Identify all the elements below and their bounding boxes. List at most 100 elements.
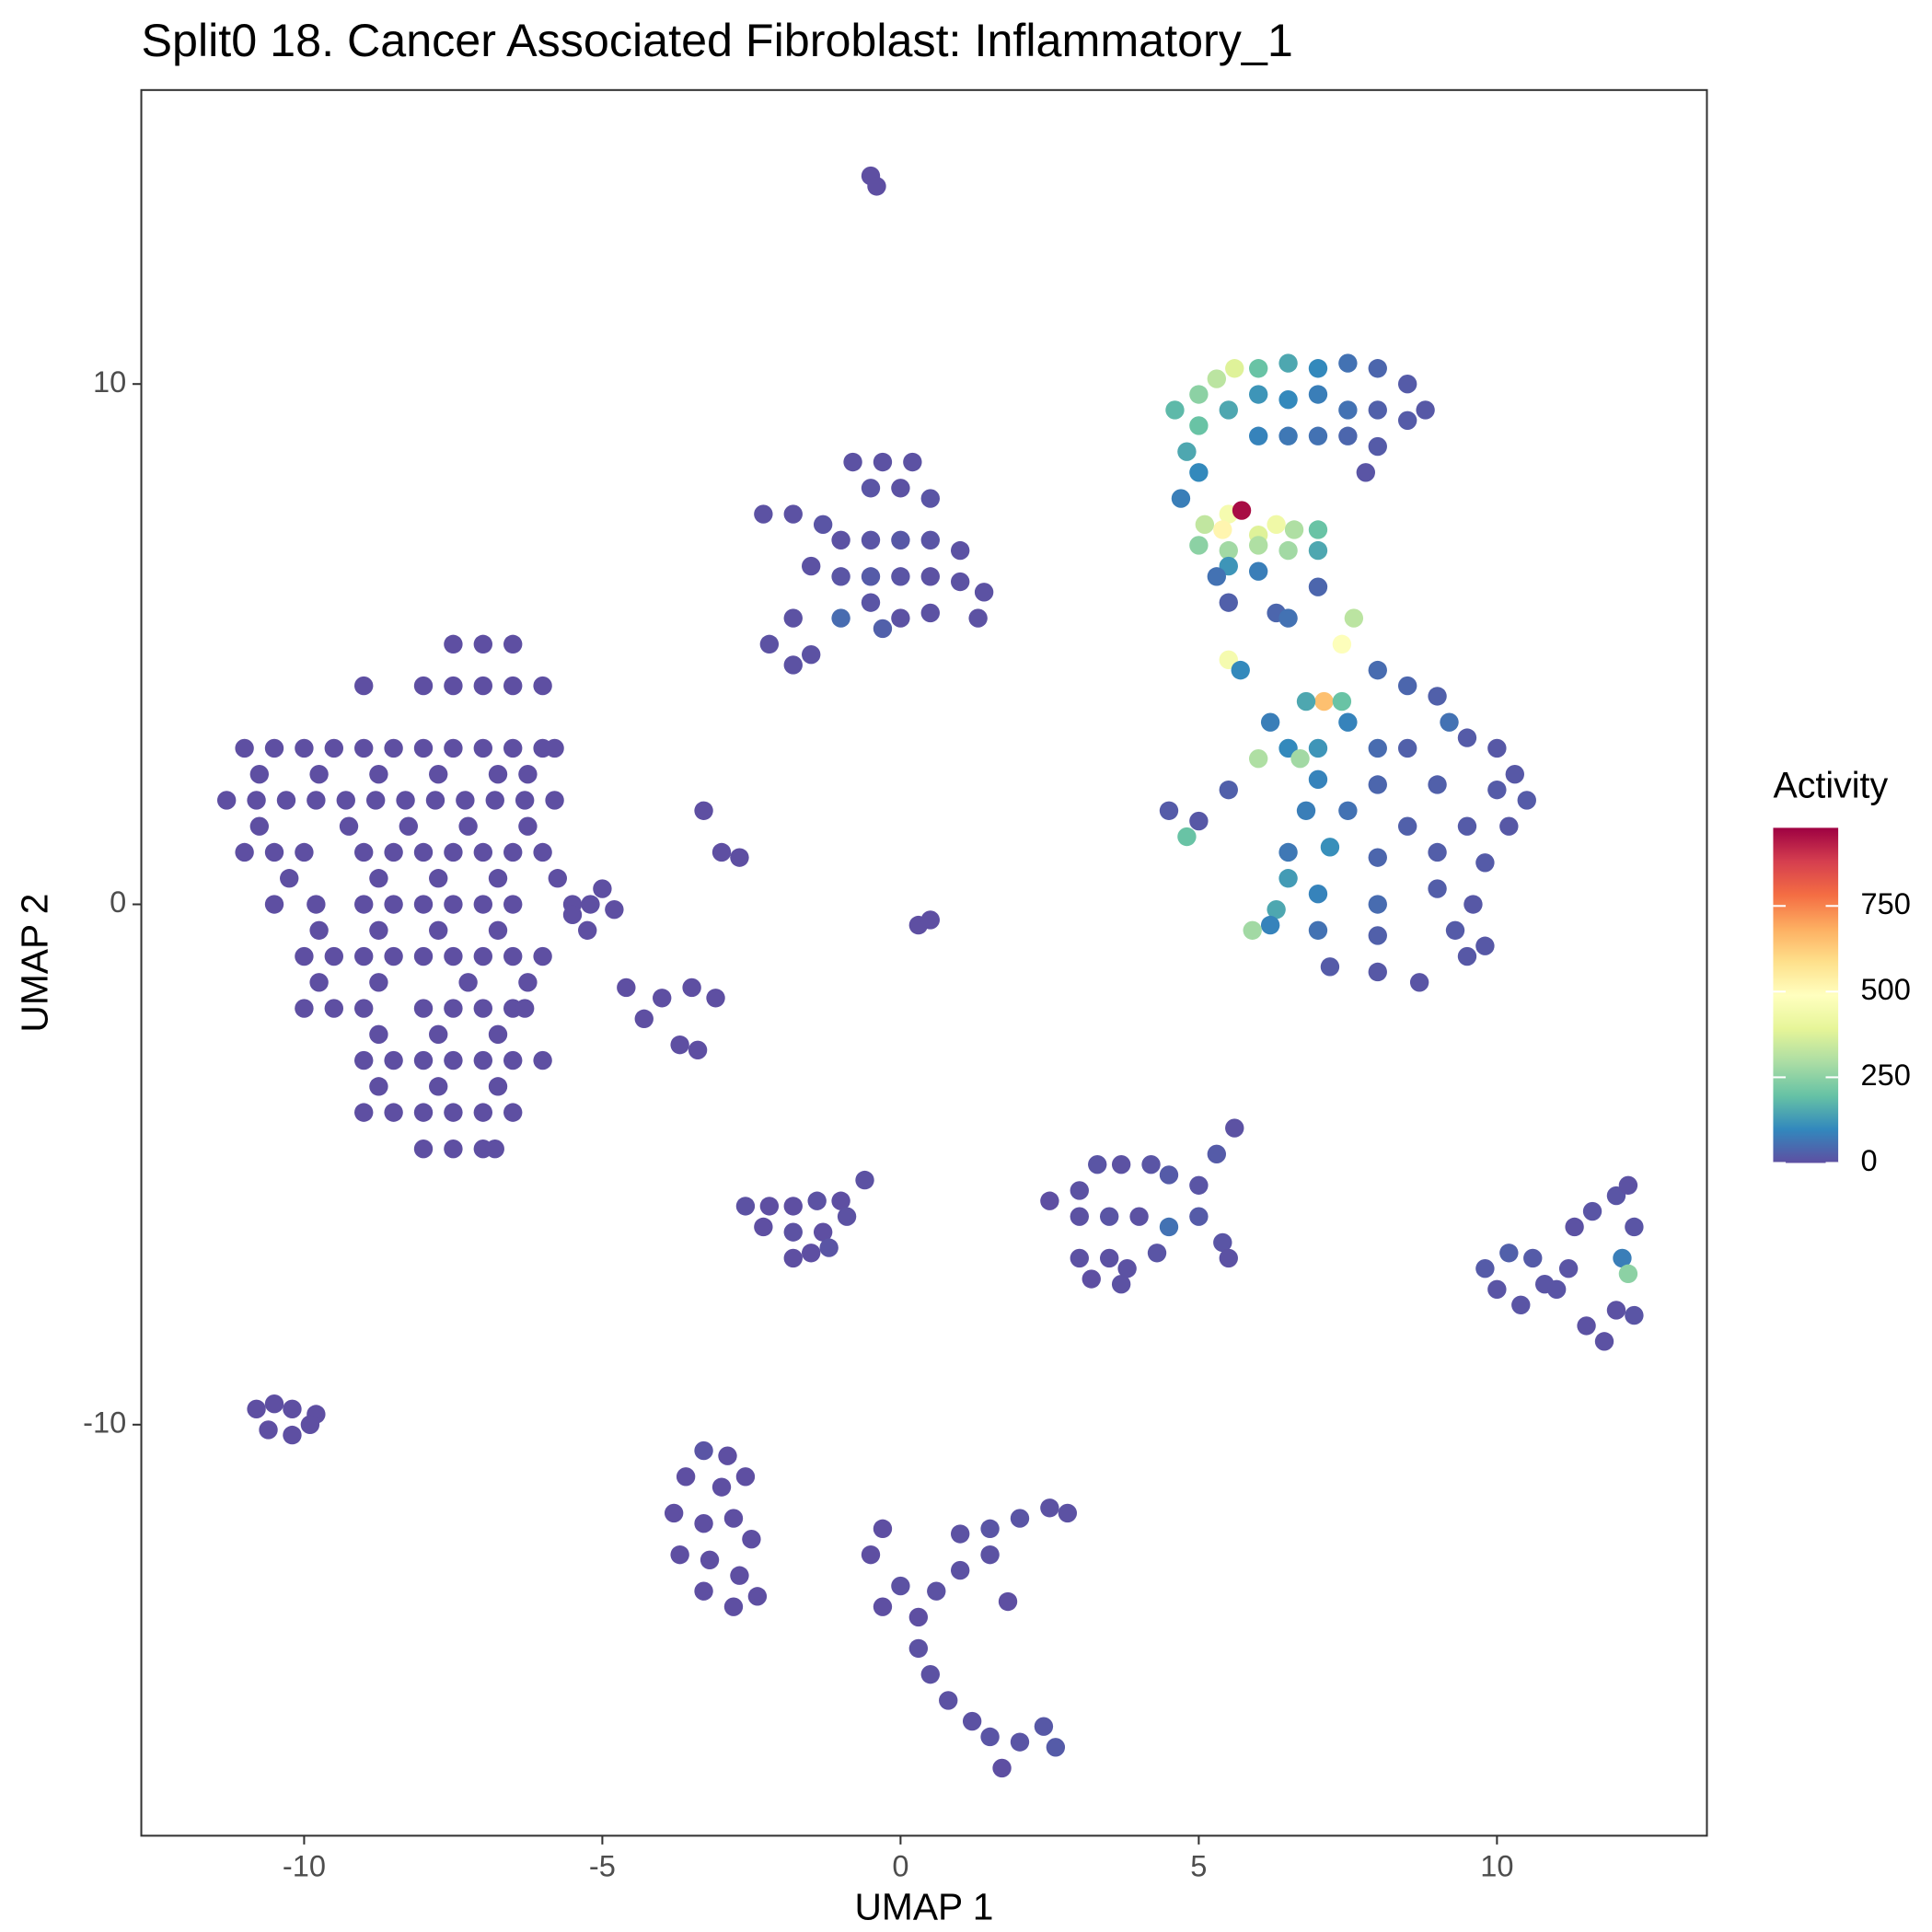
point xyxy=(384,1050,403,1070)
point xyxy=(1278,842,1298,862)
point xyxy=(384,738,403,758)
point xyxy=(1189,385,1209,404)
point xyxy=(1082,1269,1101,1289)
point xyxy=(1278,869,1298,888)
point xyxy=(413,676,434,696)
point xyxy=(444,634,463,654)
point xyxy=(927,1581,946,1601)
y-axis-label: UMAP 2 xyxy=(14,894,56,1033)
point xyxy=(688,1040,708,1059)
point xyxy=(1440,712,1459,732)
point xyxy=(295,946,314,966)
point xyxy=(1219,593,1238,612)
point xyxy=(1308,540,1328,561)
point xyxy=(425,791,445,810)
point xyxy=(1397,676,1417,696)
point xyxy=(1034,1717,1054,1736)
point xyxy=(1618,1175,1638,1195)
point xyxy=(324,946,344,966)
point xyxy=(369,764,388,784)
point xyxy=(694,801,713,820)
point xyxy=(1475,853,1495,873)
point xyxy=(754,1217,773,1237)
point xyxy=(503,634,523,654)
point xyxy=(444,1140,463,1159)
point xyxy=(354,999,374,1018)
point xyxy=(723,1597,744,1616)
point xyxy=(473,738,492,758)
point xyxy=(515,791,535,810)
point xyxy=(1368,895,1387,914)
point xyxy=(1219,400,1238,420)
point xyxy=(1070,1181,1089,1200)
point xyxy=(1117,1259,1137,1278)
point xyxy=(1409,973,1429,992)
point xyxy=(1487,1279,1507,1300)
point xyxy=(1248,385,1268,404)
point xyxy=(1278,426,1298,445)
point xyxy=(1368,436,1387,457)
points-layer xyxy=(216,166,1644,1778)
point xyxy=(473,946,492,966)
point xyxy=(747,1587,768,1606)
point xyxy=(861,479,881,498)
point xyxy=(873,452,893,472)
point xyxy=(980,1519,1000,1539)
point xyxy=(1332,691,1352,711)
point xyxy=(861,1544,881,1565)
point xyxy=(1338,400,1358,420)
point xyxy=(473,1103,492,1122)
point xyxy=(1010,1732,1030,1752)
point xyxy=(670,1035,689,1055)
point xyxy=(1618,1264,1638,1284)
point xyxy=(1225,359,1244,378)
point xyxy=(962,1711,982,1731)
point xyxy=(754,504,773,524)
point xyxy=(1189,536,1209,555)
point xyxy=(843,452,862,472)
point xyxy=(581,895,600,914)
colorbar xyxy=(1773,827,1839,1163)
point xyxy=(831,1191,850,1210)
point xyxy=(384,946,403,966)
point xyxy=(485,1140,504,1159)
point xyxy=(783,1197,803,1216)
point xyxy=(920,567,940,586)
point xyxy=(873,1597,893,1616)
point xyxy=(1368,660,1387,680)
point xyxy=(593,879,612,898)
point xyxy=(1177,442,1197,461)
point xyxy=(735,1467,756,1487)
point xyxy=(1225,1118,1244,1138)
point xyxy=(861,567,881,586)
point xyxy=(1320,957,1340,977)
point xyxy=(1308,520,1328,539)
point xyxy=(235,738,254,758)
point xyxy=(1010,1509,1030,1528)
point xyxy=(1308,577,1328,596)
point xyxy=(783,1222,803,1242)
point xyxy=(1195,515,1215,535)
point xyxy=(903,452,922,472)
point xyxy=(1141,1154,1161,1174)
point xyxy=(503,842,523,862)
point xyxy=(634,1009,654,1029)
point xyxy=(369,1077,388,1096)
point xyxy=(264,895,284,914)
point xyxy=(605,899,624,920)
point xyxy=(503,895,523,914)
point xyxy=(1368,359,1387,378)
point xyxy=(891,479,910,498)
point xyxy=(545,738,564,758)
point xyxy=(485,791,504,810)
point xyxy=(533,676,552,696)
point xyxy=(908,1638,929,1659)
point xyxy=(1040,1191,1059,1210)
point xyxy=(1308,920,1328,940)
point xyxy=(247,1399,266,1419)
point xyxy=(503,1103,523,1122)
point xyxy=(369,1024,388,1045)
point xyxy=(1308,769,1328,790)
point xyxy=(354,842,374,862)
point xyxy=(1165,400,1185,420)
